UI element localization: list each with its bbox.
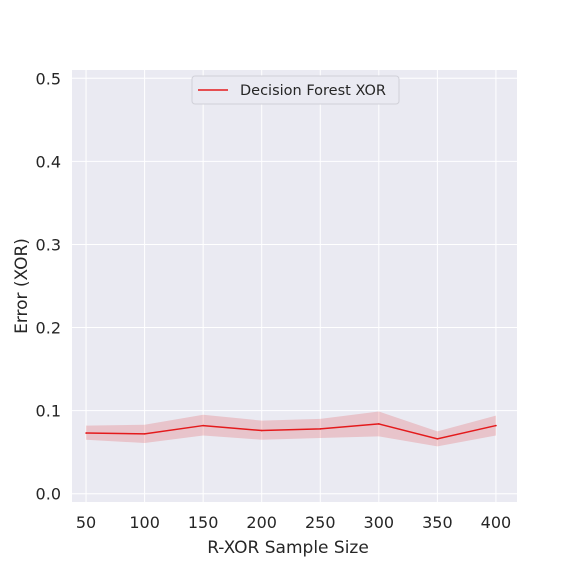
data-point (85, 432, 87, 434)
confidence-band-area (86, 411, 496, 447)
x-tick-label: 50 (76, 513, 96, 532)
x-axis-label: R-XOR Sample Size (207, 538, 369, 558)
series-lines (85, 423, 497, 440)
data-point (378, 423, 380, 425)
x-tick-label: 200 (246, 513, 277, 532)
y-tick-label: 0.2 (36, 319, 61, 338)
legend-label: Decision Forest XOR (240, 83, 386, 99)
x-tick-label: 350 (422, 513, 453, 532)
y-tick-label: 0.5 (36, 69, 61, 88)
x-tick-label: 300 (364, 513, 395, 532)
x-tick-label: 100 (129, 513, 160, 532)
data-point (436, 438, 439, 440)
series-line (86, 423, 497, 440)
y-tick-label: 0.1 (36, 402, 61, 421)
legend-box (191, 75, 400, 105)
x-tick-label: 250 (305, 513, 336, 532)
legend: Decision Forest XOR (191, 75, 400, 105)
y-axis-ticks: 0.0 0.1 0.2 0.3 0.4 0.5 (36, 69, 61, 503)
data-point (319, 428, 322, 430)
y-axis-label: Error (XOR) (12, 238, 32, 334)
x-tick-label: 400 (481, 513, 512, 532)
data-point (143, 433, 146, 435)
data-point (202, 424, 204, 427)
x-tick-label: 150 (188, 513, 219, 532)
confidence-band (86, 411, 496, 447)
y-tick-label: 0.4 (36, 152, 61, 171)
data-point (495, 424, 497, 427)
y-tick-label: 0.3 (36, 235, 61, 254)
x-axis-ticks: 50 100 150 200 250 300 350 400 (76, 513, 511, 532)
data-point (260, 429, 263, 432)
y-tick-label: 0.0 (36, 485, 61, 504)
